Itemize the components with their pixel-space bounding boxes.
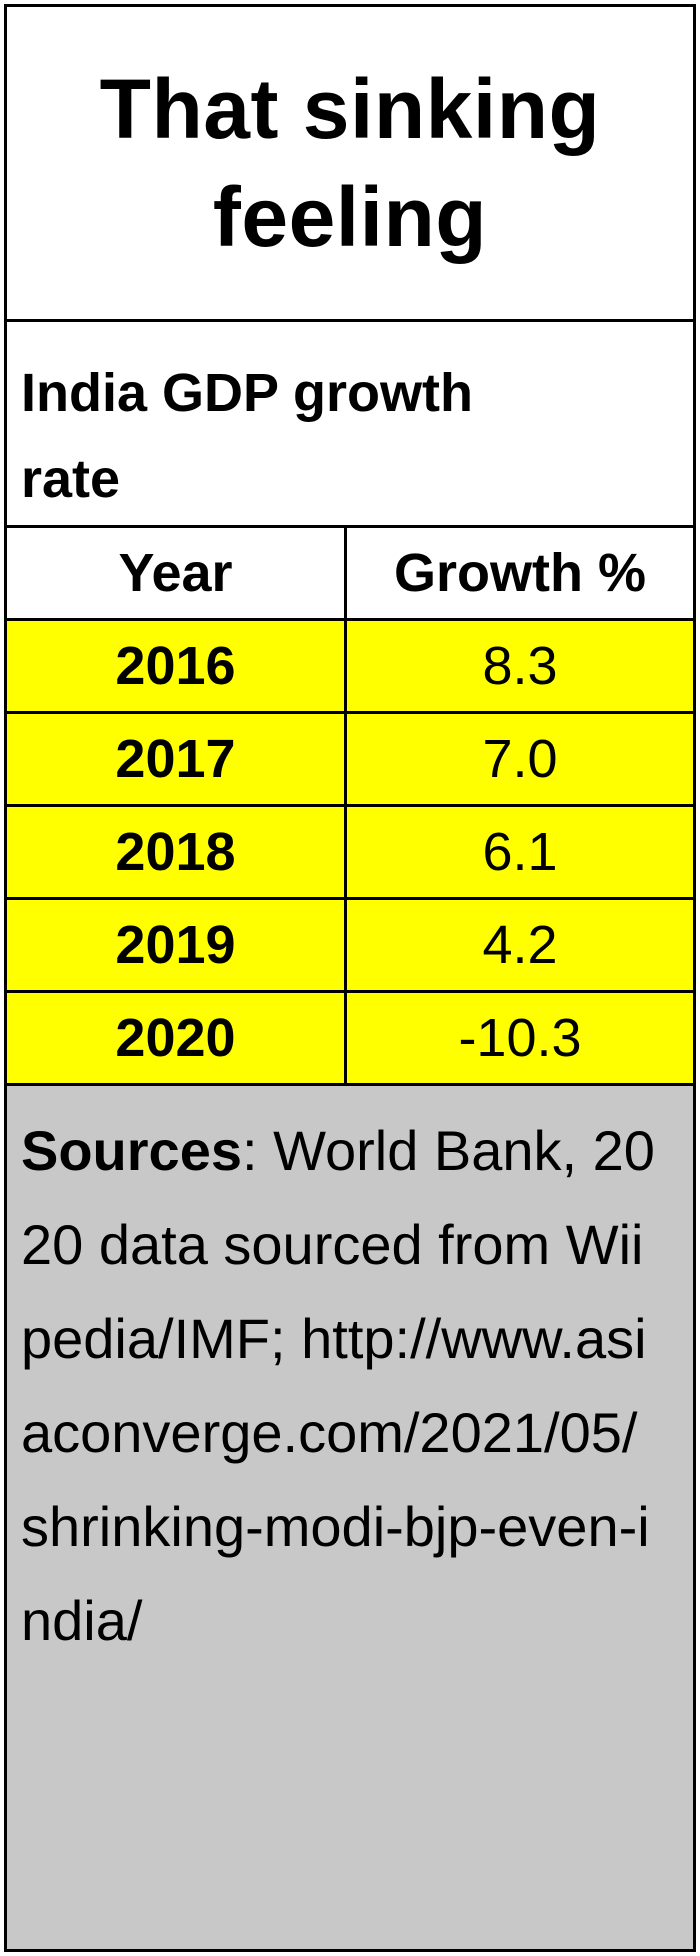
sources-cell: Sources: World Bank, 2020 data sourced f… xyxy=(7,1086,693,1949)
title-cell: That sinking feeling xyxy=(7,7,693,322)
table-row: 2016 8.3 xyxy=(7,621,693,714)
growth-cell: -10.3 xyxy=(458,1008,582,1068)
table-row: 2020 -10.3 xyxy=(7,993,693,1086)
table-row: 2017 7.0 xyxy=(7,714,693,807)
sources-note: Sources: World Bank, 2020 data sourced f… xyxy=(21,1104,661,1668)
column-header-growth: Growth % xyxy=(394,543,646,603)
year-cell: 2017 xyxy=(7,714,347,804)
table-row: 2019 4.2 xyxy=(7,900,693,993)
table-row: 2018 6.1 xyxy=(7,807,693,900)
page-title: That sinking feeling xyxy=(99,62,601,264)
year-cell: 2019 xyxy=(7,900,347,990)
sources-body: : World Bank, 2020 data sourced from Wii… xyxy=(21,1119,655,1652)
growth-table: Year Growth % 2016 8.3 2017 7.0 2018 6.1… xyxy=(7,528,693,1086)
year-cell: 2018 xyxy=(7,807,347,897)
table-subtitle: India GDP growth rate xyxy=(21,363,474,509)
column-header-year: Year xyxy=(7,528,347,618)
infographic-table: That sinking feeling India GDP growth ra… xyxy=(4,4,696,1952)
year-cell: 2020 xyxy=(7,993,347,1083)
growth-cell: 8.3 xyxy=(482,636,558,696)
growth-cell: 4.2 xyxy=(482,915,558,975)
year-cell: 2016 xyxy=(7,621,347,711)
growth-cell: 6.1 xyxy=(482,822,558,882)
subtitle-cell: India GDP growth rate xyxy=(7,322,693,528)
growth-cell: 7.0 xyxy=(482,729,558,789)
sources-label: Sources xyxy=(21,1119,242,1182)
table-header-row: Year Growth % xyxy=(7,528,693,621)
